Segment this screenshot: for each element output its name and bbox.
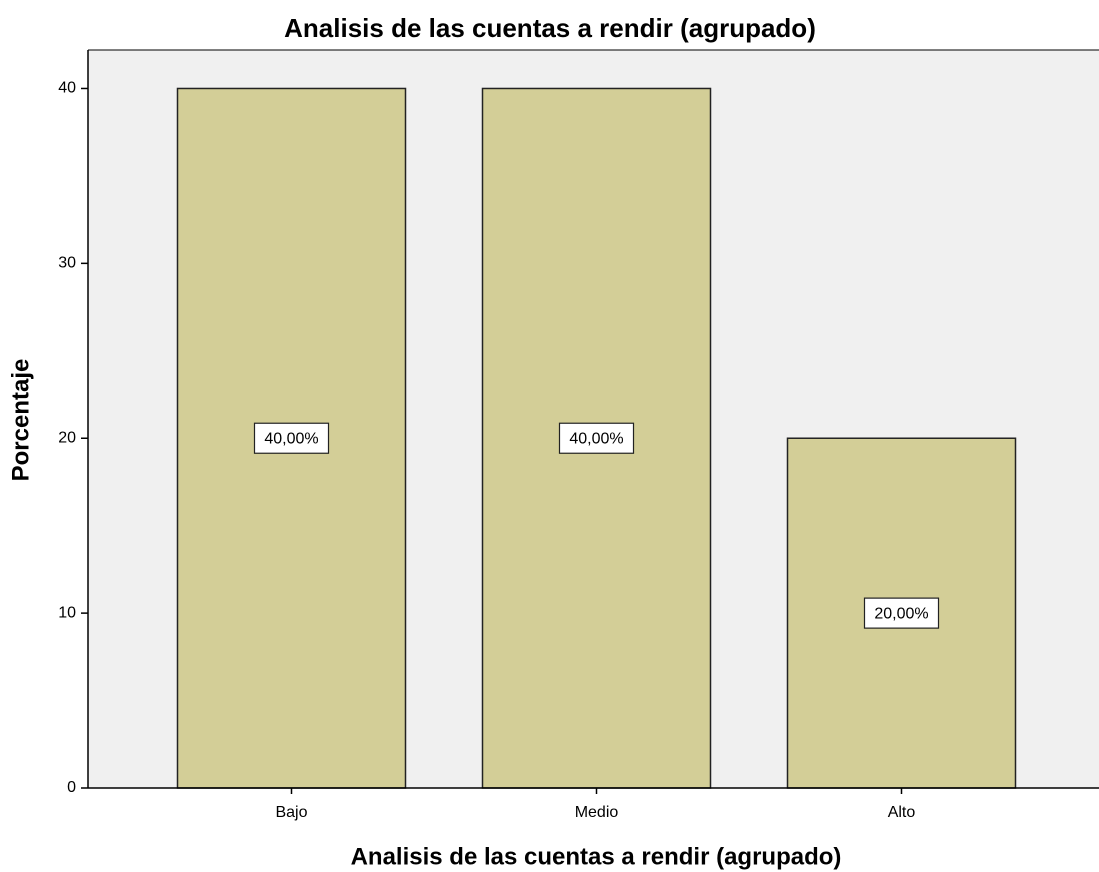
value-label-box [253,422,330,454]
y-tick-label: 30 [58,255,76,272]
value-label: 40,00% [569,430,623,447]
x-axis-label: Analisis de las cuentas a rendir (agrupa… [351,843,842,870]
value-label-box [558,422,635,454]
x-tick-label: Alto [888,804,916,821]
y-tick-label: 40 [58,80,76,97]
y-tick-label: 20 [58,429,76,446]
value-label: 40,00% [264,430,318,447]
x-tick-label: Medio [575,804,619,821]
bar [176,87,407,789]
value-label-box [863,597,940,629]
y-tick-label: 0 [67,779,76,796]
value-label: 20,00% [874,605,928,622]
y-tick-label: 10 [58,604,76,621]
y-axis-label: Porcentaje [7,359,34,482]
chart-title: Analisis de las cuentas a rendir (agrupa… [284,13,816,43]
x-tick-label: Bajo [275,804,307,821]
